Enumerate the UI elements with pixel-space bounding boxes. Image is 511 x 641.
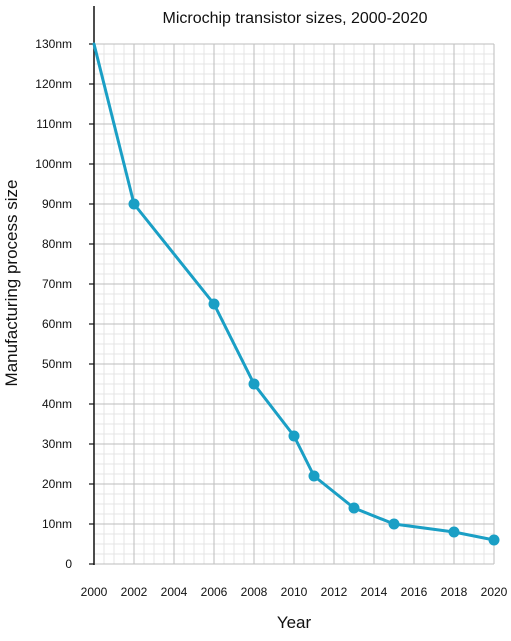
- chart-title: Microchip transistor sizes, 2000-2020: [162, 10, 427, 27]
- major-grid: [94, 43, 495, 565]
- x-tick-label: 2014: [361, 585, 388, 599]
- x-tick-label: 2006: [201, 585, 228, 599]
- x-tick-label: 2016: [401, 585, 428, 599]
- x-tick-label: 2008: [241, 585, 268, 599]
- data-point: [208, 298, 220, 310]
- data-point: [128, 198, 140, 210]
- x-tick-label: 2004: [161, 585, 188, 599]
- x-tick-label: 2002: [121, 585, 148, 599]
- y-axis-label: Manufacturing process size: [2, 180, 21, 387]
- x-tick-label: 2012: [321, 585, 348, 599]
- x-axis-label: Year: [277, 613, 312, 632]
- y-tick-label: 30nm: [42, 437, 72, 451]
- data-point: [488, 534, 500, 546]
- y-tick-label: 80nm: [42, 237, 72, 251]
- y-tick-label: 110nm: [36, 117, 72, 131]
- x-tick-labels: 2000 2002 2004 2006 2008 2010 2012 2014 2016 2018…: [81, 585, 508, 599]
- y-tick-label: 0: [65, 557, 72, 571]
- y-tick-label: 70nm: [42, 277, 72, 291]
- data-point: [288, 430, 300, 442]
- data-point: [308, 470, 320, 482]
- y-tick-label: 40nm: [42, 397, 72, 411]
- data-point: [388, 518, 400, 530]
- y-tick-label: 50nm: [42, 357, 72, 371]
- x-tick-label: 2000: [81, 585, 108, 599]
- y-tick-label: 60nm: [42, 317, 72, 331]
- y-tick-label: 20nm: [42, 477, 72, 491]
- x-tick-label: 2018: [441, 585, 468, 599]
- y-tick-label: 10nm: [42, 517, 72, 531]
- y-tick-label: 130nm: [35, 37, 72, 51]
- series-group: [92, 42, 500, 546]
- y-tick-label: 120nm: [35, 77, 72, 91]
- x-tick-label: 2010: [281, 585, 308, 599]
- y-tick-label: 100nm: [35, 157, 72, 171]
- minor-grid: [94, 44, 494, 564]
- data-point: [248, 378, 260, 390]
- series-line: [92, 42, 496, 542]
- x-tick-label: 2020: [481, 585, 508, 599]
- y-tick-labels: 0 10nm 20nm 30nm 40nm 50nm 60nm 70nm 80nm 90nm 100…: [35, 37, 94, 571]
- data-point: [448, 526, 460, 538]
- y-tick-label: 90nm: [42, 197, 72, 211]
- data-point: [348, 502, 360, 514]
